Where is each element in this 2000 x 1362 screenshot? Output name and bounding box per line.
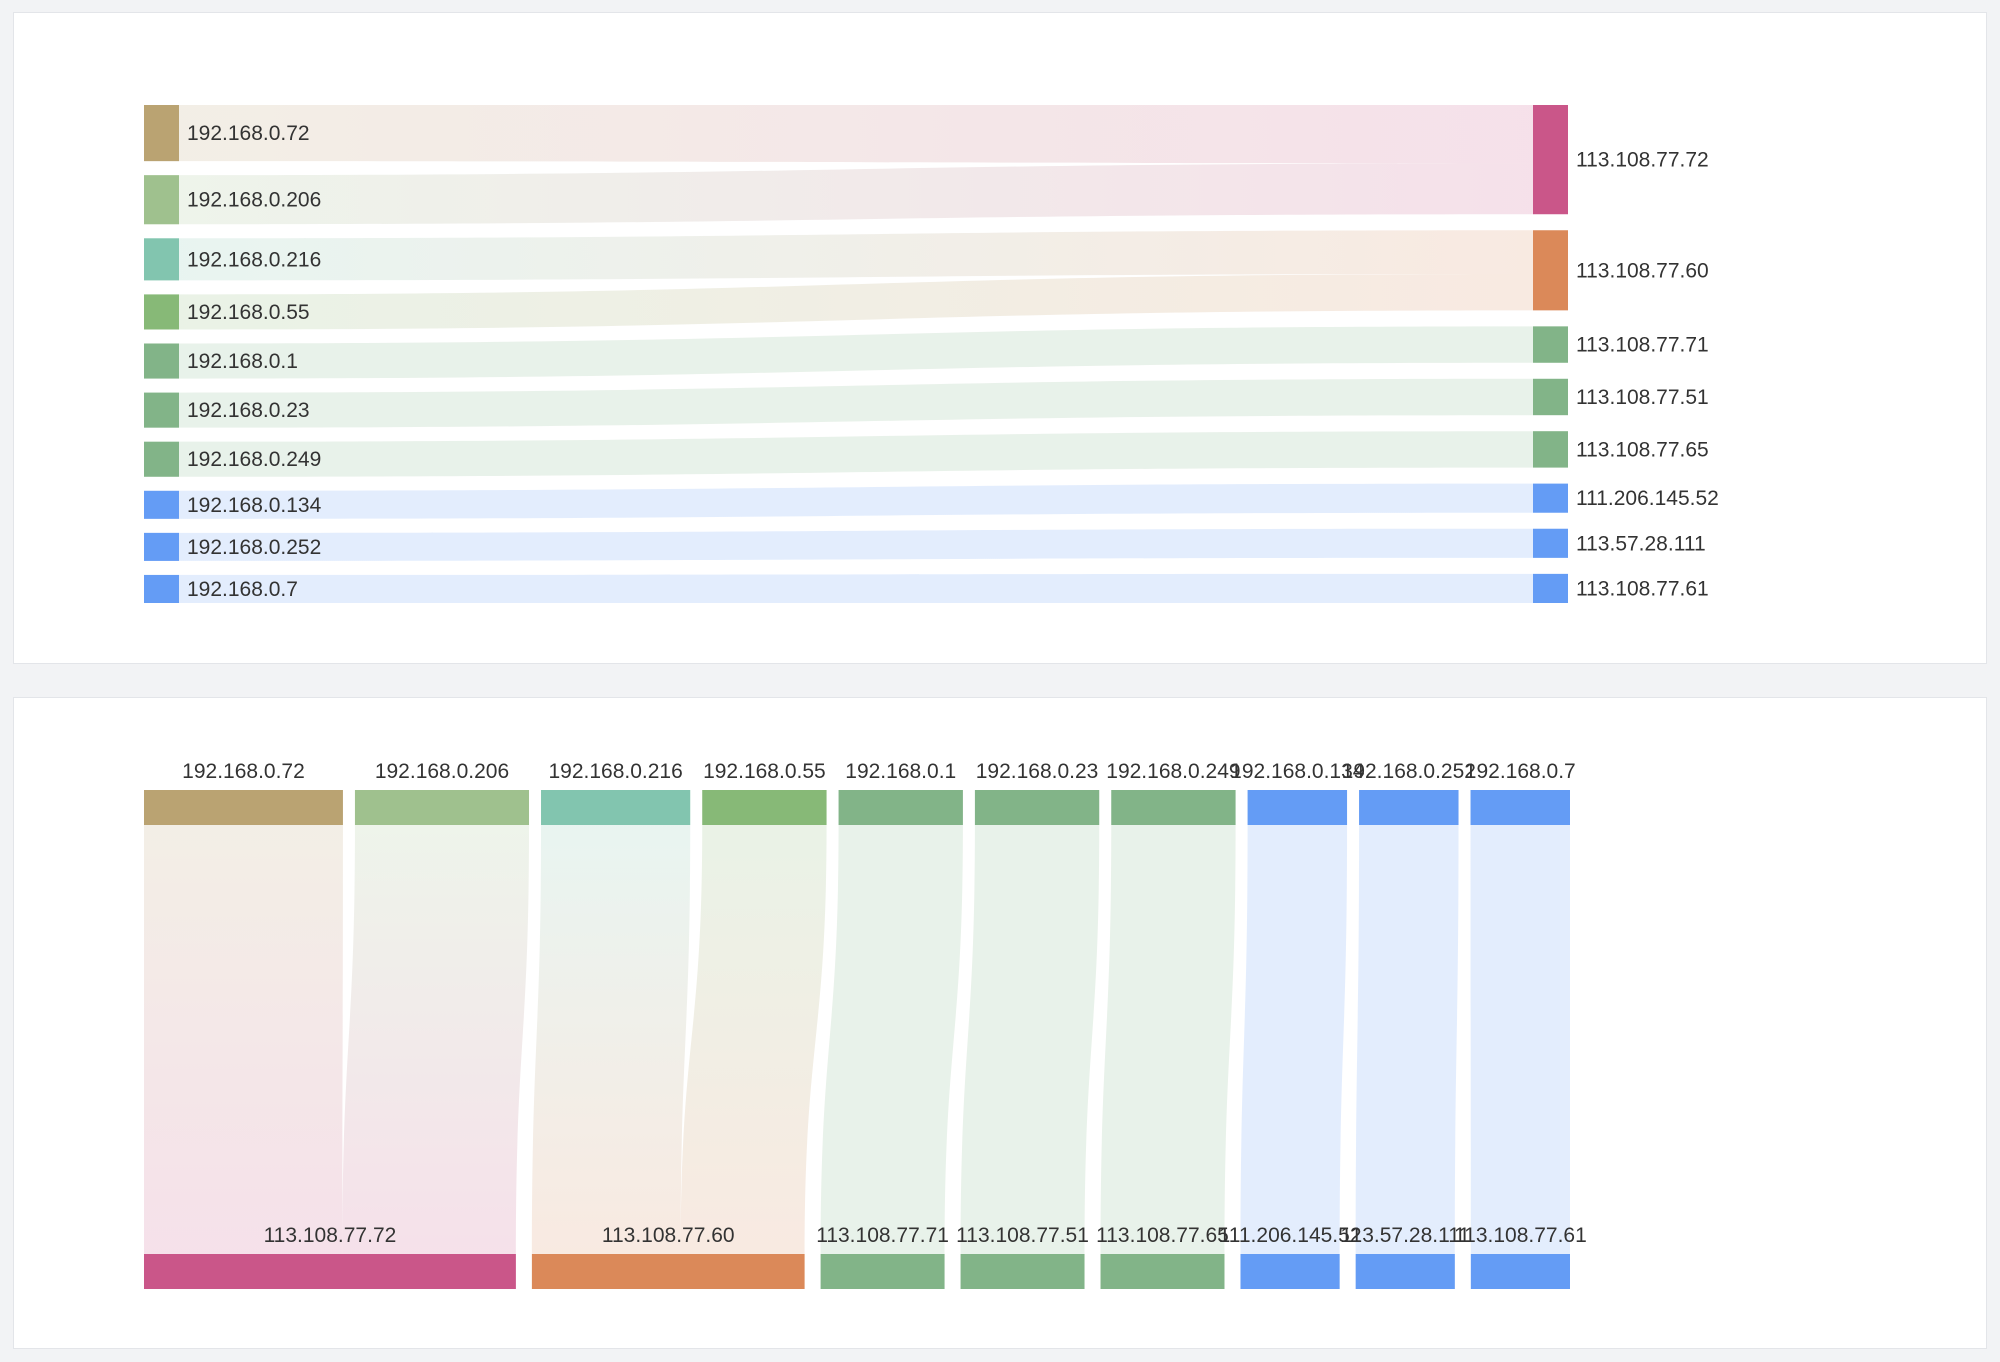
sankey-label-target-113-108-77-71: 113.108.77.71 [816,1224,949,1247]
sankey-link-192-168-0-252-to-113-57-28-111[interactable] [1355,825,1459,1254]
sankey-link-192-168-0-206-to-113-108-77-72[interactable] [342,825,530,1254]
sankey-label-target-113-108-77-51: 113.108.77.51 [956,1224,1089,1247]
sankey-label-source-192-168-0-55: 192.168.0.55 [703,760,826,783]
sankey-label-source-192-168-0-216: 192.168.0.216 [548,760,682,783]
sankey-node-target-111-206-145-52[interactable] [1533,483,1568,513]
sankey-label-target-113-57-28-111: 113.57.28.111 [1576,532,1706,555]
sankey-label-source-192-168-0-7: 192.168.0.7 [1465,760,1576,783]
sankey-node-source-192-168-0-23[interactable] [974,790,1100,825]
sankey-link-192-168-0-7-to-113-108-77-61[interactable] [1470,825,1570,1254]
sankey-label-source-192-168-0-72: 192.168.0.72 [182,760,305,783]
sankey-label-target-113-108-77-71: 113.108.77.71 [1576,334,1709,357]
sankey-node-target-113-108-77-71[interactable] [1533,326,1568,363]
sankey-node-source-192-168-0-249[interactable] [144,441,179,477]
sankey-node-source-192-168-0-23[interactable] [144,392,179,428]
sankey-node-target-113-108-77-71[interactable] [820,1254,945,1289]
sankey-node-target-113-108-77-61[interactable] [1533,573,1568,603]
sankey-link-192-168-0-249-to-113-108-77-65[interactable] [1100,825,1236,1254]
sankey-node-source-192-168-0-1[interactable] [144,343,179,379]
sankey-label-source-192-168-0-216: 192.168.0.216 [187,248,321,271]
sankey-label-source-192-168-0-72: 192.168.0.72 [187,122,310,145]
sankey-label-source-192-168-0-206: 192.168.0.206 [187,189,321,212]
sankey-link-192-168-0-249-to-113-108-77-65[interactable] [179,431,1533,477]
sankey-link-192-168-0-72-to-113-108-77-72[interactable] [179,105,1533,164]
sankey-node-source-192-168-0-55[interactable] [702,790,827,825]
sankey-node-source-192-168-0-72[interactable] [144,105,179,162]
sankey-label-target-113-108-77-61: 113.108.77.61 [1576,577,1709,600]
vertical-sankey-chart: 192.168.0.72 192.168.0.206 192.168.0.216 19… [144,760,1587,1289]
sankey-node-source-192-168-0-134[interactable] [1247,790,1348,825]
sankey-label-target-113-108-77-51: 113.108.77.51 [1576,386,1709,409]
sankey-label-target-113-108-77-60: 113.108.77.60 [602,1224,735,1247]
sankey-label-source-192-168-0-1: 192.168.0.1 [845,760,956,783]
sankey-node-target-113-108-77-51[interactable] [960,1254,1085,1289]
sankey-link-192-168-0-55-to-113-108-77-60[interactable] [179,273,1533,330]
sankey-label-target-113-108-77-72: 113.108.77.72 [1576,149,1709,172]
sankey-label-source-192-168-0-252: 192.168.0.252 [1342,760,1476,783]
sankey-label-target-113-108-77-61: 113.108.77.61 [1454,1224,1587,1247]
sankey-link-192-168-0-23-to-113-108-77-51[interactable] [179,378,1533,428]
vertical-sankey-panel: 192.168.0.72 192.168.0.206 192.168.0.216 19… [13,697,1987,1349]
sankey-label-source-192-168-0-23: 192.168.0.23 [187,399,310,422]
sankey-node-target-113-108-77-51[interactable] [1533,378,1568,416]
sankey-label-source-192-168-0-7: 192.168.0.7 [187,578,298,601]
sankey-node-source-192-168-0-55[interactable] [144,294,179,330]
sankey-node-target-113-108-77-72[interactable] [1533,105,1568,215]
sankey-node-target-113-108-77-60[interactable] [1533,230,1568,311]
sankey-node-target-113-57-28-111[interactable] [1355,1254,1455,1289]
sankey-link-192-168-0-134-to-111-206-145-52[interactable] [179,483,1533,519]
horizontal-sankey-chart: 192.168.0.72 192.168.0.206 192.168.0.216 19… [144,105,1719,603]
sankey-node-source-192-168-0-7[interactable] [144,574,179,603]
sankey-label-source-192-168-0-1: 192.168.0.1 [187,350,298,373]
sankey-link-192-168-0-252-to-113-57-28-111[interactable] [179,528,1533,561]
sankey-link-192-168-0-1-to-113-108-77-71[interactable] [179,326,1533,379]
sankey-label-target-111-206-145-52: 111.206.145.52 [1576,487,1719,510]
sankey-node-target-111-206-145-52[interactable] [1240,1254,1340,1289]
sankey-node-target-113-108-77-65[interactable] [1100,1254,1225,1289]
sankey-node-source-192-168-0-216[interactable] [144,238,179,281]
sankey-node-source-192-168-0-7[interactable] [1470,790,1570,825]
sankey-label-target-113-108-77-72: 113.108.77.72 [264,1224,397,1247]
sankey-link-192-168-0-134-to-111-206-145-52[interactable] [1240,825,1348,1254]
sankey-node-target-113-108-77-72[interactable] [144,1254,516,1289]
sankey-node-target-113-108-77-65[interactable] [1533,431,1568,468]
sankey-node-target-113-108-77-61[interactable] [1470,1254,1570,1289]
sankey-label-source-192-168-0-23: 192.168.0.23 [976,760,1099,783]
sankey-label-target-113-108-77-65: 113.108.77.65 [1576,438,1709,461]
sankey-link-192-168-0-72-to-113-108-77-72[interactable] [144,825,343,1254]
sankey-label-source-192-168-0-249: 192.168.0.249 [187,448,321,471]
sankey-label-target-111-206-145-52: 111.206.145.52 [1219,1224,1362,1247]
sankey-label-source-192-168-0-252: 192.168.0.252 [187,536,321,559]
sankey-node-source-192-168-0-252[interactable] [1359,790,1459,825]
sankey-node-source-192-168-0-134[interactable] [144,490,179,519]
sankey-node-source-192-168-0-206[interactable] [354,790,530,825]
horizontal-sankey-panel: 192.168.0.72 192.168.0.206 192.168.0.216 19… [13,12,1987,664]
sankey-label-source-192-168-0-134: 192.168.0.134 [187,494,322,517]
sankey-link-192-168-0-55-to-113-108-77-60[interactable] [680,825,827,1254]
sankey-node-source-192-168-0-216[interactable] [541,790,691,825]
sankey-link-192-168-0-216-to-113-108-77-60[interactable] [179,230,1533,281]
sankey-label-source-192-168-0-249: 192.168.0.249 [1106,760,1240,783]
sankey-node-source-192-168-0-252[interactable] [144,532,179,561]
sankey-link-192-168-0-23-to-113-108-77-51[interactable] [960,825,1100,1254]
sankey-label-source-192-168-0-55: 192.168.0.55 [187,301,310,324]
sankey-label-target-113-57-28-111: 113.57.28.111 [1340,1224,1470,1247]
sankey-link-192-168-0-7-to-113-108-77-61[interactable] [179,573,1533,603]
sankey-node-source-192-168-0-72[interactable] [144,790,343,825]
sankey-node-source-192-168-0-249[interactable] [1111,790,1236,825]
sankey-label-target-113-108-77-65: 113.108.77.65 [1096,1224,1229,1247]
sankey-label-source-192-168-0-206: 192.168.0.206 [375,760,509,783]
sankey-node-source-192-168-0-206[interactable] [144,175,179,225]
sankey-link-192-168-0-1-to-113-108-77-71[interactable] [820,825,963,1254]
sankey-link-192-168-0-206-to-113-108-77-72[interactable] [179,163,1533,225]
sankey-label-source-192-168-0-134: 192.168.0.134 [1230,760,1365,783]
sankey-node-target-113-57-28-111[interactable] [1533,528,1568,558]
sankey-link-192-168-0-216-to-113-108-77-60[interactable] [531,825,691,1254]
sankey-node-target-113-108-77-60[interactable] [531,1254,805,1289]
sankey-label-target-113-108-77-60: 113.108.77.60 [1576,259,1709,282]
sankey-node-source-192-168-0-1[interactable] [838,790,963,825]
